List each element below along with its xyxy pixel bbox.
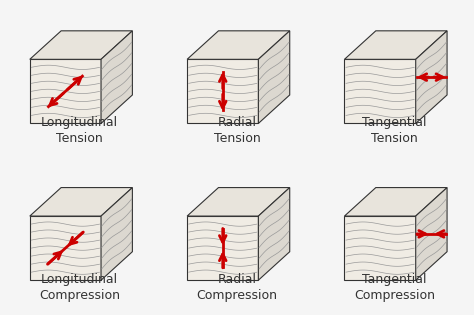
Polygon shape: [187, 187, 290, 216]
Polygon shape: [416, 187, 447, 280]
Text: Radial
Tension: Radial Tension: [214, 116, 260, 145]
Text: Tangential
Compression: Tangential Compression: [354, 272, 435, 301]
Polygon shape: [101, 31, 132, 123]
Polygon shape: [416, 31, 447, 123]
Polygon shape: [187, 59, 258, 123]
Polygon shape: [187, 31, 290, 59]
Polygon shape: [345, 59, 416, 123]
Polygon shape: [30, 31, 132, 59]
Polygon shape: [30, 216, 101, 280]
Polygon shape: [30, 59, 101, 123]
Polygon shape: [258, 187, 290, 280]
Polygon shape: [101, 187, 132, 280]
Polygon shape: [345, 216, 416, 280]
Text: Radial
Compression: Radial Compression: [197, 272, 277, 301]
Polygon shape: [258, 31, 290, 123]
Polygon shape: [345, 187, 447, 216]
Text: Tangential
Tension: Tangential Tension: [362, 116, 427, 145]
Text: Longitudinal
Compression: Longitudinal Compression: [39, 272, 120, 301]
Text: Longitudinal
Tension: Longitudinal Tension: [41, 116, 118, 145]
Polygon shape: [30, 187, 132, 216]
Polygon shape: [345, 31, 447, 59]
Polygon shape: [187, 216, 258, 280]
